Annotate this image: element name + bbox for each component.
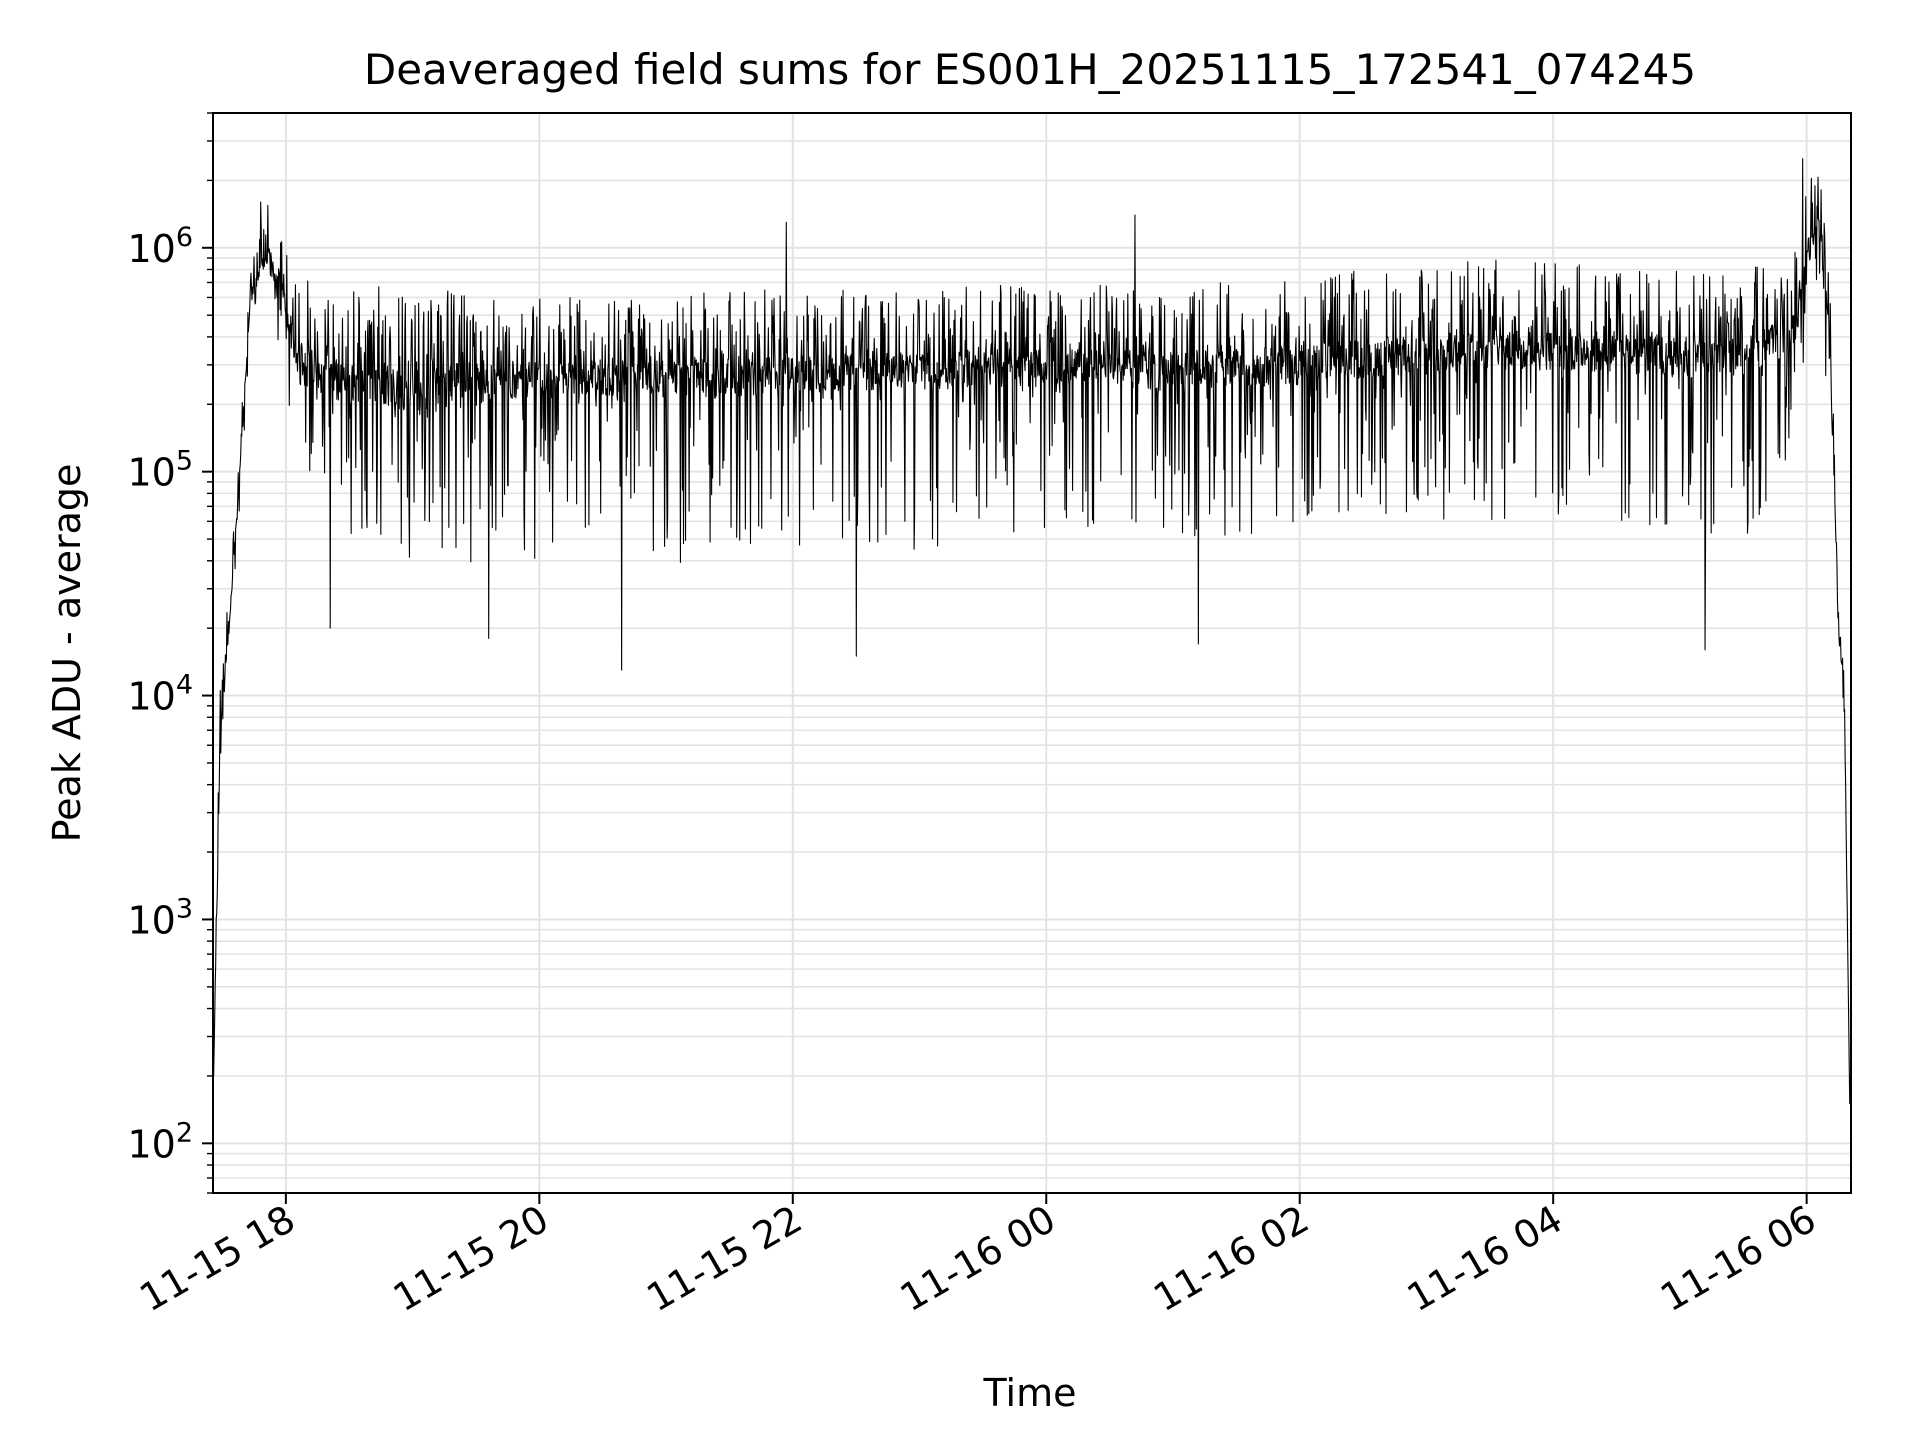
x-axis-label: Time (983, 1371, 1077, 1415)
y-tick-label: 102 (127, 1117, 193, 1166)
series-layer (213, 158, 1851, 1104)
y-tick-label: 105 (127, 446, 193, 495)
y-tick-label: 106 (127, 222, 193, 271)
y-tick-label: 103 (127, 893, 193, 942)
y-tick-label: 104 (127, 670, 193, 719)
chart-title: Deaveraged field sums for ES001H_2025111… (364, 45, 1696, 94)
series-line-deaveraged-field-sum (213, 158, 1851, 1104)
grid (213, 112, 1851, 1194)
y-axis-label: Peak ADU - average (45, 464, 89, 843)
plot-frame (212, 112, 1852, 1194)
plot-area (213, 113, 1851, 1193)
